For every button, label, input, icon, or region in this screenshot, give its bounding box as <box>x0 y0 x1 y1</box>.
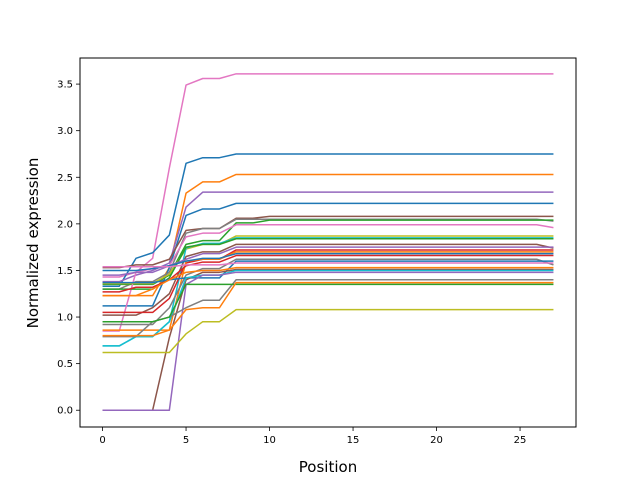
series-line-22 <box>102 266 554 297</box>
series-line-17 <box>102 252 554 272</box>
x-tick-label: 15 <box>347 435 360 446</box>
y-axis: 0.0 0.5 1.0 1.5 2.0 2.5 3.0 3.5 <box>57 80 80 417</box>
series-layer <box>102 73 554 411</box>
series-line-29 <box>102 308 554 354</box>
series-line-2 <box>102 153 554 288</box>
series-line-9 <box>102 224 554 332</box>
series-line-23 <box>102 268 554 411</box>
y-tick-label: 0.5 <box>57 359 73 370</box>
y-axis-title: Normalized expression <box>24 158 42 329</box>
series-line-18 <box>102 254 554 293</box>
y-tick-label: 1.0 <box>57 313 73 324</box>
series-line-15 <box>102 249 554 314</box>
x-tick-label: 20 <box>430 435 443 446</box>
series-line-11 <box>102 237 554 347</box>
y-tick-label: 0.0 <box>57 406 73 417</box>
y-tick-label: 2.0 <box>57 219 73 230</box>
series-line-25 <box>102 271 554 411</box>
x-axis-title: Position <box>299 458 357 476</box>
series-line-6 <box>102 215 554 269</box>
series-line-14 <box>102 246 554 276</box>
y-tick-label: 1.5 <box>57 266 73 277</box>
series-line-13 <box>102 243 554 316</box>
series-line-5 <box>102 202 554 307</box>
y-tick-label: 3.5 <box>57 80 73 91</box>
x-tick-label: 10 <box>263 435 276 446</box>
series-line-26 <box>102 279 554 338</box>
series-line-3 <box>102 173 554 297</box>
series-line-21 <box>102 262 554 268</box>
series-line-1 <box>102 73 554 278</box>
plot-frame <box>79 57 577 428</box>
series-line-28 <box>102 281 554 337</box>
x-tick-label: 0 <box>99 435 105 446</box>
x-tick-label: 25 <box>514 435 527 446</box>
x-axis: 0 5 10 15 20 25 <box>99 427 526 446</box>
y-tick-label: 3.0 <box>57 126 73 137</box>
series-line-19 <box>102 258 554 326</box>
series-line-27 <box>102 283 554 323</box>
series-line-8 <box>102 219 554 286</box>
y-tick-label: 2.5 <box>57 173 73 184</box>
series-line-4 <box>102 191 554 283</box>
series-line-16 <box>102 251 554 331</box>
x-tick-label: 5 <box>183 435 189 446</box>
series-line-20 <box>102 260 554 284</box>
